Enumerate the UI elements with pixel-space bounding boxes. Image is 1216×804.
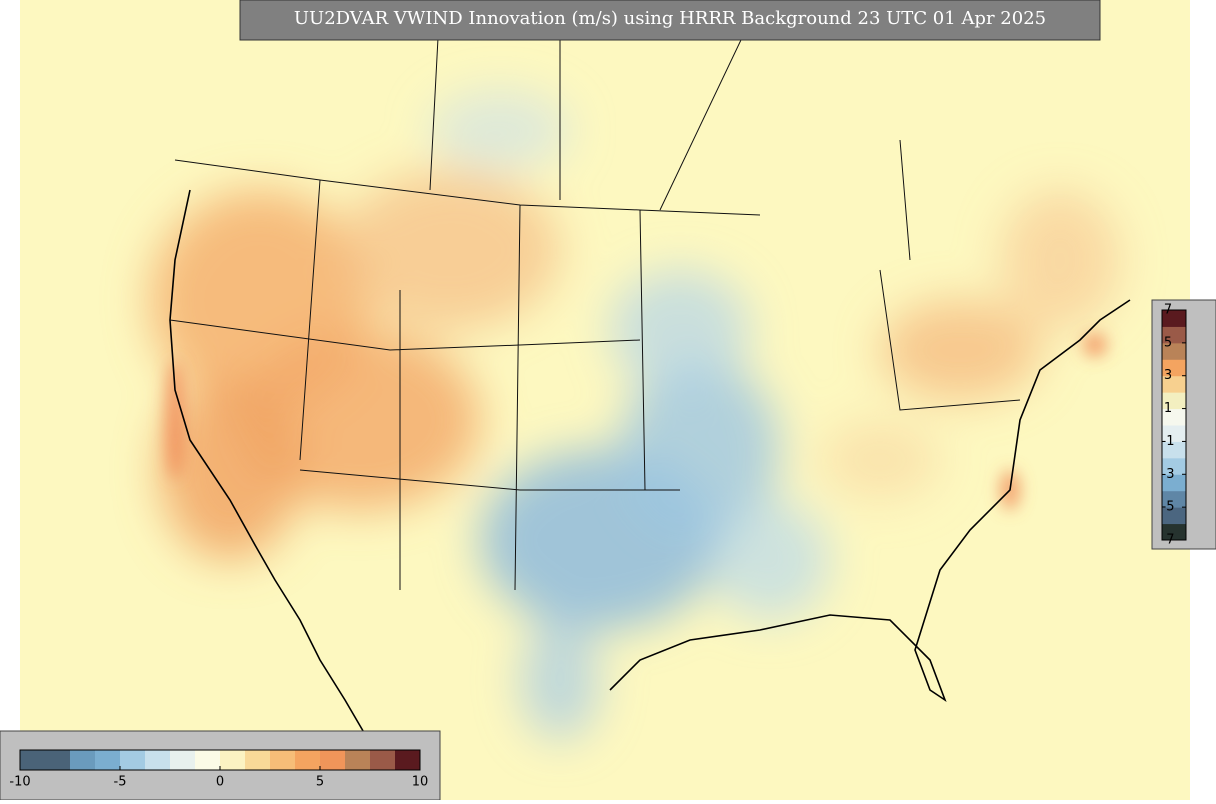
colorbar-tick-label: 3 xyxy=(1164,368,1172,383)
colorbar-segment xyxy=(95,750,121,770)
colorbar-segment xyxy=(1162,490,1186,508)
colorbar-segment xyxy=(395,750,421,770)
colorbar-tick-label: -5 xyxy=(114,775,127,790)
colorbar-segment xyxy=(1162,507,1186,525)
title-box xyxy=(239,0,1101,41)
colorbar-segment xyxy=(220,750,246,770)
colorbar-segment xyxy=(1162,408,1186,426)
colorbar-segment xyxy=(1162,375,1186,393)
colorbar-segment xyxy=(295,750,321,770)
colorbar-tick-label: -7 xyxy=(1162,533,1175,548)
innovation-field xyxy=(150,90,1120,740)
province-borders xyxy=(429,0,911,261)
colorbar-tick-label: -10 xyxy=(9,775,30,790)
colorbar-segment xyxy=(1162,342,1186,360)
colorbar-tick-label: 5 xyxy=(1164,335,1172,350)
colorbar-segment xyxy=(70,750,96,770)
colorbar-segment xyxy=(20,750,46,770)
colorbar-segment xyxy=(1162,326,1186,344)
colorbar-segment xyxy=(120,750,146,770)
colorbar-segment xyxy=(45,750,71,770)
colorbar-segment xyxy=(1162,441,1186,459)
colorbar-tick-label: -5 xyxy=(1162,500,1175,515)
colorbar-segment xyxy=(1162,457,1186,475)
colorbar-segment xyxy=(170,750,196,770)
colorbar-segment xyxy=(345,750,371,770)
state-borders xyxy=(169,159,1021,591)
colorbar-tick-label: -3 xyxy=(1162,467,1175,482)
map-title: UU2DVAR VWIND Innovation (m/s) using HRR… xyxy=(294,8,1046,29)
colorbar-segment xyxy=(1162,392,1186,410)
colorbar-tick-label: 10 xyxy=(412,775,429,790)
colorbar-segment xyxy=(245,750,271,770)
colorbar-segment xyxy=(1162,523,1186,541)
colorbar-segment xyxy=(370,750,396,770)
colorbar-tick-label: -1 xyxy=(1162,434,1175,449)
colorbar-frame xyxy=(1161,309,1187,541)
colorbar-tick-label: 5 xyxy=(316,775,324,790)
colorbar-segment xyxy=(1162,310,1186,327)
colorbar-segment xyxy=(1162,359,1186,377)
colorbars: -10 -5 0 5 10 7 5 3 1 -1 -3 -5 -7 xyxy=(9,303,1187,790)
colorbar-segment xyxy=(145,750,171,770)
colorbar-segment xyxy=(1162,425,1186,442)
west-coastline xyxy=(169,189,381,761)
colorbar-segment xyxy=(320,750,346,770)
colorbar-segment xyxy=(195,750,221,770)
map xyxy=(20,0,1190,800)
gulf-east-coastline xyxy=(609,299,1131,703)
colorbar-tick-label: 1 xyxy=(1164,401,1172,416)
colorbar-segment xyxy=(1162,474,1186,492)
colorbar-segment xyxy=(270,750,296,770)
colorbar-tick-label: 7 xyxy=(1164,303,1172,318)
colorbar-tick-label: 0 xyxy=(216,775,224,790)
